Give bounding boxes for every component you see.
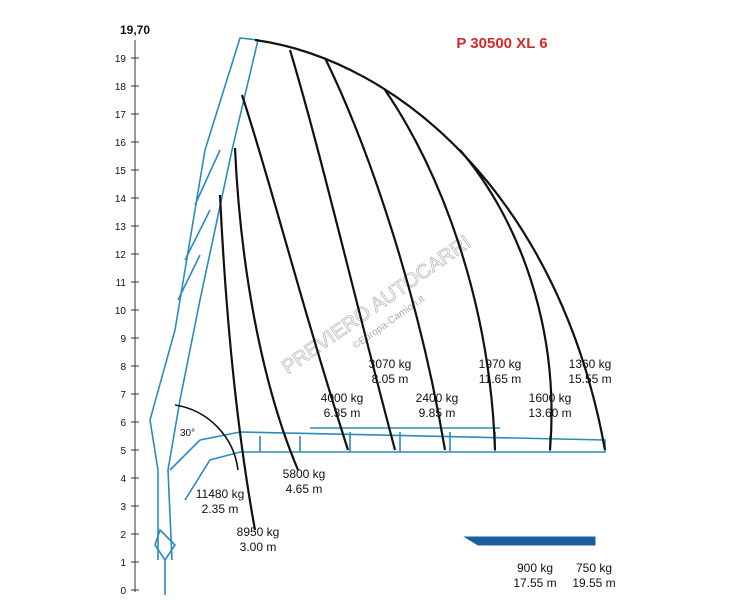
model-title: P 30500 XL 6 [456,35,547,52]
curve [459,149,553,451]
curve [288,49,397,451]
curve [218,194,257,531]
crane: 30° [149,37,606,595]
load-weight: 3070 kg [369,357,412,371]
load-weight: 5800 kg [283,467,326,481]
load-reach: 15.55 m [568,372,611,386]
load-reach: 17.55 m [513,576,556,590]
load-weight: 900 kg [517,561,553,575]
tick-label: 15 [115,166,127,177]
load-weight: 1360 kg [569,357,612,371]
tick-label: 9 [120,334,126,345]
tick-label: 0 [120,586,126,597]
tick-label: 11 [116,278,127,289]
load-weight: 4000 kg [321,391,364,405]
angle-arc [174,404,239,471]
load-weight: 1970 kg [479,357,522,371]
load-weight: 750 kg [576,561,612,575]
tick-label: 6 [120,418,126,429]
load-reach: 13.60 m [528,406,571,420]
boom-section [177,149,221,301]
load-reach: 9.85 m [419,406,456,420]
tick-label: 18 [115,82,127,93]
curve [233,147,300,471]
extension [463,536,596,546]
curve [324,57,447,451]
tick-label: 13 [115,222,127,233]
angle-label: 30° [180,428,195,439]
base [154,528,177,595]
load-reach: 4.65 m [286,482,323,496]
tick-label: 3 [120,502,126,513]
tick-label: 1 [120,558,126,569]
tick-label: 2 [120,530,126,541]
tick-label: 12 [115,250,127,261]
load-reach: 19.55 m [572,576,615,590]
tick-label: 19 [115,54,127,65]
load-reach: 3.00 m [240,540,277,554]
tick-label: 8 [120,362,126,373]
curves [218,38,607,531]
load-weight: 8950 kg [237,525,280,539]
tick-label: 4 [120,474,126,485]
load-weight: 2400 kg [416,391,459,405]
curve-envelope [254,38,607,451]
load-reach: 2.35 m [202,502,239,516]
load-weight: 11480 kg [196,487,245,501]
load-weight: 1600 kg [529,391,572,405]
tick-label: 10 [115,306,127,317]
load-reach: 8.05 m [372,372,409,386]
curve [384,89,497,451]
tick-label: 14 [115,194,127,205]
axis-top-label: 19,70 [120,23,150,37]
load-reach: 11.65 m [479,372,521,386]
load-reach: 6.35 m [324,406,361,420]
tick-label: 7 [120,390,126,401]
curve [240,94,350,451]
tick-label: 5 [120,446,126,457]
boom [149,37,259,561]
tick-label: 17 [115,110,127,121]
arm-sections [259,427,551,452]
tick-label: 16 [115,138,127,149]
